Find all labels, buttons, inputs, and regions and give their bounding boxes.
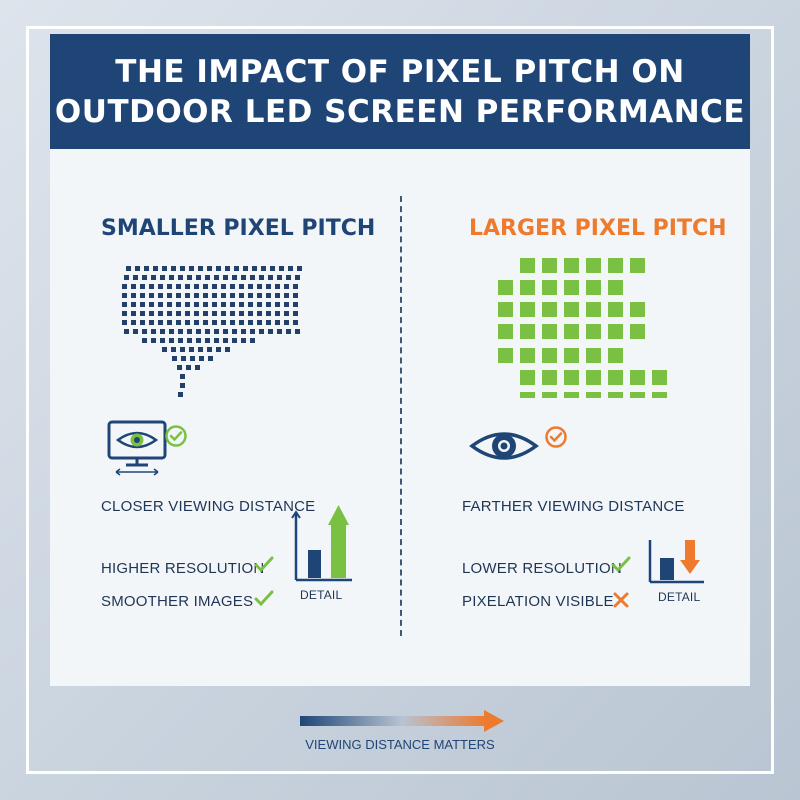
closer-viewing-label: CLOSER VIEWING DISTANCE [101, 498, 316, 515]
farther-viewing-label: FARTHER VIEWING DISTANCE [462, 498, 685, 515]
title-line-1: THE IMPACT OF PIXEL PITCH ON [115, 53, 685, 90]
pixelation-visible-label: PIXELATION VISIBLE [462, 593, 614, 610]
check-circle-icon [165, 425, 187, 447]
footer-caption: VIEWING DISTANCE MATTERS [305, 737, 495, 752]
bar-chart-down-icon [648, 540, 704, 584]
higher-resolution-label: HIGHER RESOLUTION [101, 560, 265, 577]
eye-icon [469, 426, 567, 460]
title-line-2: OUTDOOR LED SCREEN PERFORMANCE [54, 93, 746, 130]
header-banner: THE IMPACT OF PIXEL PITCH ON OUTDOOR LED… [50, 34, 750, 149]
lower-resolution-label: LOWER RESOLUTION [462, 560, 622, 577]
center-divider [400, 196, 402, 636]
infographic-card: THE IMPACT OF PIXEL PITCH ON OUTDOOR LED… [50, 34, 750, 686]
outer-frame [26, 26, 774, 774]
check-circle-icon [545, 426, 567, 448]
smaller-pitch-title: SMALLER PIXEL PITCH [101, 216, 376, 241]
larger-pitch-title: LARGER PIXEL PITCH [469, 216, 727, 241]
check-icon [254, 556, 274, 573]
check-icon [254, 590, 274, 607]
detail-label-left: DETAIL [300, 588, 343, 602]
check-icon [611, 556, 631, 573]
distance-arrow [300, 710, 504, 732]
smoother-images-label: SMOOTHER IMAGES [101, 593, 254, 610]
cross-icon [613, 592, 629, 608]
detail-label-right: DETAIL [658, 590, 701, 604]
bar-chart-up-icon [291, 505, 352, 582]
coarse-pixel-grid [498, 258, 667, 398]
fine-pixel-grid [122, 266, 302, 397]
monitor-eye-icon [107, 420, 187, 476]
